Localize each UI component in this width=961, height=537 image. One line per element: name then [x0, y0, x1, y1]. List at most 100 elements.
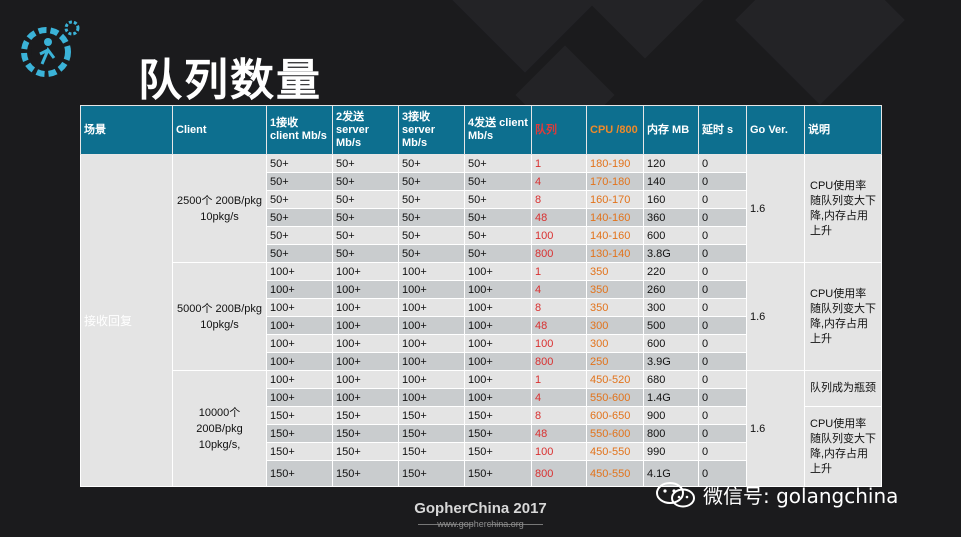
delay-cell: 0 [698, 226, 747, 245]
client-send-cell: 100+ [464, 334, 532, 353]
server-recv-cell: 100+ [398, 352, 465, 371]
server-send-cell: 150+ [332, 406, 399, 425]
client-recv-cell: 150+ [266, 442, 333, 461]
client-recv-cell: 50+ [266, 154, 333, 173]
memory-cell: 300 [643, 298, 699, 317]
table-row: 100+ 100+ 100+ 100+ 100 300 600 0 [81, 334, 882, 353]
queue-cell: 8 [531, 190, 587, 209]
gopher-gear-logo-icon [18, 18, 82, 82]
memory-cell: 500 [643, 316, 699, 335]
server-send-cell: 100+ [332, 370, 399, 389]
delay-cell: 0 [698, 190, 747, 209]
header-description: 说明 [804, 105, 882, 155]
server-recv-cell: 50+ [398, 208, 465, 227]
client-recv-cell: 100+ [266, 352, 333, 371]
cpu-cell: 140-160 [586, 208, 644, 227]
header-go-version: Go Ver. [746, 105, 805, 155]
wechat-id: 微信号: golangchina [703, 484, 899, 508]
client-recv-cell: 50+ [266, 172, 333, 191]
header-client-send: 4发送 client Mb/s [464, 105, 532, 155]
memory-cell: 1.4G [643, 388, 699, 407]
client-recv-cell: 150+ [266, 424, 333, 443]
cpu-cell: 550-600 [586, 388, 644, 407]
slide-title: 队列数量 [138, 55, 322, 106]
queue-cell: 4 [531, 172, 587, 191]
table-row: 100+ 100+ 100+ 100+ 48 300 500 0 [81, 316, 882, 335]
header-client: Client [172, 105, 267, 155]
client-send-cell: 150+ [464, 442, 532, 461]
client-recv-cell: 100+ [266, 370, 333, 389]
server-recv-cell: 150+ [398, 460, 465, 487]
table-row: 150+ 150+ 150+ 150+ 48 550-600 800 0 [81, 424, 882, 443]
table-row: 50+ 50+ 50+ 50+ 800 130-140 3.8G 0 [81, 244, 882, 263]
queue-cell: 800 [531, 352, 587, 371]
delay-cell: 0 [698, 154, 747, 173]
server-send-cell: 100+ [332, 298, 399, 317]
delay-cell: 0 [698, 352, 747, 371]
server-send-cell: 50+ [332, 154, 399, 173]
server-recv-cell: 50+ [398, 172, 465, 191]
memory-cell: 120 [643, 154, 699, 173]
cpu-cell: 450-550 [586, 442, 644, 461]
server-recv-cell: 50+ [398, 226, 465, 245]
table-row: 150+ 150+ 150+ 150+ 100 450-550 990 0 [81, 442, 882, 461]
table-row: 10000个 200B/pkg 10pkg/s, 100+ 100+ 100+ 100+… [81, 370, 882, 487]
server-recv-cell: 150+ [398, 406, 465, 425]
server-recv-cell: 50+ [398, 154, 465, 173]
client-send-cell: 50+ [464, 154, 532, 173]
table-row: 50+ 50+ 50+ 50+ 100 140-160 600 0 [81, 226, 882, 245]
delay-cell: 0 [698, 208, 747, 227]
client-send-cell: 50+ [464, 172, 532, 191]
server-send-cell: 100+ [332, 316, 399, 335]
delay-cell: 0 [698, 298, 747, 317]
memory-cell: 600 [643, 334, 699, 353]
server-send-cell: 100+ [332, 352, 399, 371]
delay-cell: 0 [698, 280, 747, 299]
client-send-cell: 50+ [464, 226, 532, 245]
client-send-cell: 50+ [464, 208, 532, 227]
footer-divider [488, 524, 543, 525]
table-header-row: 场景 Client 1接收 client Mb/s 2发送 server Mb/… [80, 105, 882, 155]
memory-cell: 4.1G [643, 460, 699, 487]
delay-cell: 0 [698, 316, 747, 335]
client-recv-cell: 150+ [266, 406, 333, 425]
memory-cell: 260 [643, 280, 699, 299]
client-recv-cell: 150+ [266, 460, 333, 487]
server-recv-cell: 100+ [398, 262, 465, 281]
queue-cell: 48 [531, 424, 587, 443]
delay-cell: 0 [698, 442, 747, 461]
table-row: 接收回复 2500个 200B/pkg 10pkg/s 50+ 50+ 50+ 50+ 1 1… [80, 154, 882, 487]
table-row: 100+ 100+ 100+ 100+ 800 250 3.9G 0 [81, 352, 882, 371]
queue-cell: 800 [531, 244, 587, 263]
client-recv-cell: 100+ [266, 316, 333, 335]
cpu-cell: 550-600 [586, 424, 644, 443]
server-recv-cell: 100+ [398, 370, 465, 389]
footer-url: www.gopherchina.org [437, 519, 524, 529]
server-send-cell: 50+ [332, 190, 399, 209]
header-cpu: CPU /800 [586, 105, 644, 155]
memory-cell: 3.8G [643, 244, 699, 263]
go-version-cell: 1.6 [746, 154, 805, 263]
memory-cell: 680 [643, 370, 699, 389]
client-recv-cell: 100+ [266, 334, 333, 353]
client-send-cell: 50+ [464, 190, 532, 209]
queue-cell: 100 [531, 226, 587, 245]
server-send-cell: 50+ [332, 208, 399, 227]
server-recv-cell: 150+ [398, 424, 465, 443]
header-memory: 内存 MB [643, 105, 699, 155]
queue-cell: 48 [531, 208, 587, 227]
client-send-cell: 100+ [464, 316, 532, 335]
footer-brand: GopherChina 2017 [414, 500, 547, 517]
client-send-cell: 150+ [464, 460, 532, 487]
client-recv-cell: 100+ [266, 262, 333, 281]
queue-cell: 8 [531, 298, 587, 317]
queue-cell: 1 [531, 262, 587, 281]
wechat-watermark: 微信号: golangchina [655, 480, 898, 509]
delay-cell: 0 [698, 172, 747, 191]
client-send-cell: 100+ [464, 388, 532, 407]
server-send-cell: 100+ [332, 262, 399, 281]
delay-cell: 0 [698, 334, 747, 353]
client-recv-cell: 100+ [266, 280, 333, 299]
client-group-cell: 2500个 200B/pkg 10pkg/s [172, 154, 267, 263]
client-group-cell: 10000个 200B/pkg 10pkg/s, [172, 370, 267, 487]
